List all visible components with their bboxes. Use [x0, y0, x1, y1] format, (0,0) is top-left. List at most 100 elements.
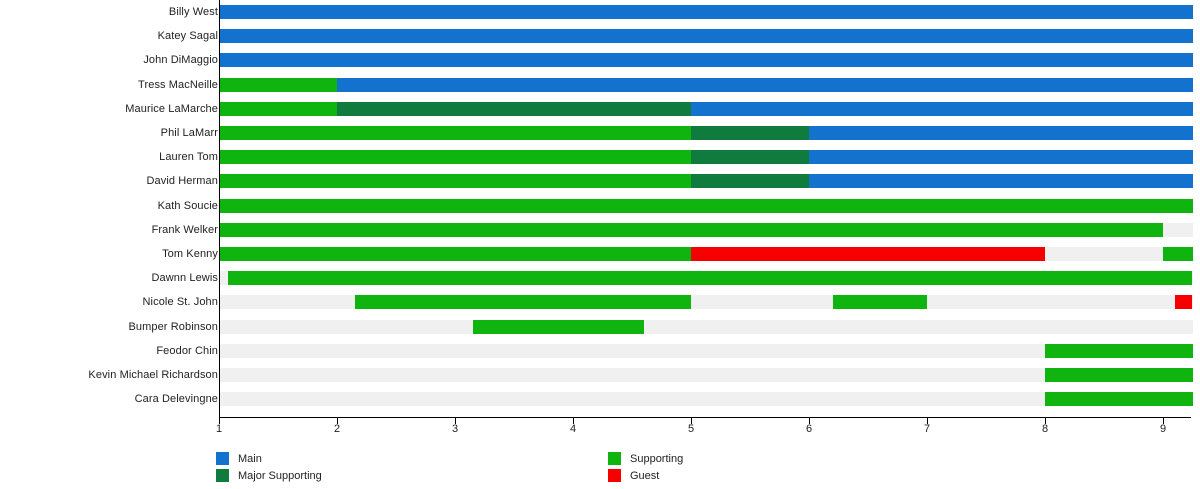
- legend-swatch-icon: [216, 452, 229, 465]
- gantt-segment[interactable]: [809, 150, 1193, 165]
- gantt-row: Frank Welker: [0, 218, 1200, 242]
- gantt-row: Tress MacNeille: [0, 73, 1200, 97]
- gantt-segment[interactable]: [219, 174, 691, 189]
- legend-swatch-icon: [216, 469, 229, 482]
- legend-item[interactable]: Main: [216, 452, 262, 465]
- row-label: Nicole St. John: [142, 296, 218, 309]
- x-axis-line: [219, 417, 1191, 419]
- x-tick-mark: [1045, 418, 1047, 424]
- row-label: Billy West: [168, 6, 218, 19]
- legend-swatch-icon: [608, 452, 621, 465]
- row-label: Bumper Robinson: [128, 320, 218, 333]
- gantt-row: David Herman: [0, 169, 1200, 193]
- legend-item[interactable]: Guest: [608, 469, 659, 482]
- legend-swatch-icon: [608, 469, 621, 482]
- x-tick-mark: [219, 418, 221, 424]
- gantt-segment[interactable]: [219, 222, 1163, 237]
- row-label: Tom Kenny: [162, 248, 218, 261]
- gantt-segment[interactable]: [832, 295, 927, 310]
- gantt-row: Cara Delevingne: [0, 387, 1200, 411]
- x-tick-mark: [455, 418, 457, 424]
- gantt-segment[interactable]: [1163, 247, 1193, 262]
- gantt-row: Dawnn Lewis: [0, 266, 1200, 290]
- legend-item[interactable]: Supporting: [608, 452, 683, 465]
- gantt-segment[interactable]: [219, 77, 337, 92]
- gantt-segment[interactable]: [1045, 368, 1193, 383]
- row-label: Kath Soucie: [157, 199, 218, 212]
- gantt-segment[interactable]: [219, 198, 1193, 213]
- gantt-segment[interactable]: [1174, 295, 1193, 310]
- row-label: Lauren Tom: [159, 151, 218, 164]
- x-tick-label: 3: [451, 423, 459, 435]
- y-axis-line: [219, 0, 221, 418]
- gantt-segment[interactable]: [228, 271, 1193, 286]
- row-track: [219, 319, 1193, 334]
- x-tick-mark: [927, 418, 929, 424]
- gantt-row: Tom Kenny: [0, 242, 1200, 266]
- row-label: Feodor Chin: [156, 344, 218, 357]
- gantt-row: Kevin Michael Richardson: [0, 363, 1200, 387]
- gantt-segment[interactable]: [691, 150, 809, 165]
- row-label: Phil LaMarr: [160, 127, 218, 140]
- row-track: [219, 368, 1193, 383]
- row-label: Frank Welker: [151, 223, 218, 236]
- x-tick-label: 2: [333, 423, 341, 435]
- gantt-row: Lauren Tom: [0, 145, 1200, 169]
- gantt-segment[interactable]: [219, 126, 691, 141]
- gantt-segment[interactable]: [809, 174, 1193, 189]
- gantt-row: John DiMaggio: [0, 48, 1200, 72]
- row-label: Kevin Michael Richardson: [88, 369, 218, 382]
- x-tick-mark: [691, 418, 693, 424]
- gantt-segment[interactable]: [219, 53, 1193, 68]
- legend-label: Guest: [630, 469, 660, 482]
- gantt-segment[interactable]: [219, 5, 1193, 20]
- row-label: Dawnn Lewis: [151, 272, 218, 285]
- chart-legend: Main Major Supporting Supporting Guest: [0, 448, 1200, 489]
- legend-item[interactable]: Major Supporting: [216, 469, 322, 482]
- gantt-segment[interactable]: [354, 295, 691, 310]
- x-tick-label: 7: [923, 423, 931, 435]
- gantt-segment[interactable]: [691, 174, 809, 189]
- row-label: Katey Sagal: [157, 30, 218, 43]
- gantt-row: Nicole St. John: [0, 290, 1200, 314]
- gantt-segment[interactable]: [472, 319, 644, 334]
- gantt-segment[interactable]: [219, 29, 1193, 44]
- x-tick-label: 6: [805, 423, 813, 435]
- row-track: [219, 392, 1193, 407]
- x-tick-label: 1: [215, 423, 223, 435]
- gantt-row: Katey Sagal: [0, 24, 1200, 48]
- gantt-segment[interactable]: [691, 101, 1193, 116]
- row-label: Tress MacNeille: [138, 78, 218, 91]
- gantt-segment[interactable]: [219, 150, 691, 165]
- x-tick-mark: [573, 418, 575, 424]
- gantt-segment[interactable]: [337, 77, 1193, 92]
- gantt-segment[interactable]: [691, 247, 1045, 262]
- gantt-segment[interactable]: [337, 101, 691, 116]
- gantt-row: Phil LaMarr: [0, 121, 1200, 145]
- gantt-row: Feodor Chin: [0, 339, 1200, 363]
- legend-label: Main: [238, 452, 262, 465]
- row-label: Maurice LaMarche: [125, 102, 218, 115]
- gantt-row: Maurice LaMarche: [0, 97, 1200, 121]
- row-label: David Herman: [146, 175, 218, 188]
- gantt-segment[interactable]: [219, 247, 691, 262]
- row-track: [219, 343, 1193, 358]
- gantt-row: Billy West: [0, 0, 1200, 24]
- x-tick-label: 9: [1159, 423, 1167, 435]
- x-tick-label: 5: [687, 423, 695, 435]
- gantt-segment[interactable]: [691, 126, 809, 141]
- legend-label: Major Supporting: [238, 469, 322, 482]
- x-tick-mark: [809, 418, 811, 424]
- gantt-row: Kath Soucie: [0, 194, 1200, 218]
- x-tick-label: 4: [569, 423, 577, 435]
- x-tick-mark: [1163, 418, 1165, 424]
- gantt-segment[interactable]: [1045, 343, 1193, 358]
- gantt-segment[interactable]: [219, 101, 337, 116]
- row-label: Cara Delevingne: [134, 393, 218, 406]
- gantt-segment[interactable]: [1045, 392, 1193, 407]
- plot-area: Billy West Katey Sagal John DiMaggio Tress …: [0, 0, 1200, 411]
- x-tick-mark: [337, 418, 339, 424]
- gantt-segment[interactable]: [809, 126, 1193, 141]
- legend-label: Supporting: [630, 452, 684, 465]
